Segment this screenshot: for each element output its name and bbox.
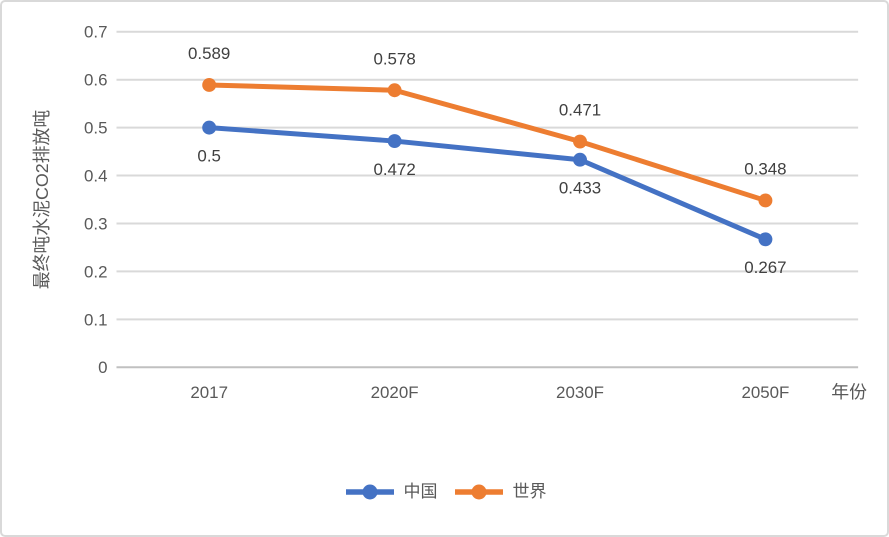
x-tick-label: 2050F bbox=[741, 383, 789, 402]
x-tick-label: 2020F bbox=[371, 383, 419, 402]
data-label: 0.267 bbox=[744, 258, 786, 277]
y-tick-label: 0.3 bbox=[84, 214, 108, 233]
legend-line-marker-icon bbox=[345, 484, 394, 500]
y-tick-label: 0.4 bbox=[84, 167, 108, 186]
legend-item: 世界 bbox=[452, 480, 547, 504]
x-tick-label: 2017 bbox=[190, 383, 228, 402]
data-point-marker bbox=[387, 134, 402, 148]
data-label: 0.472 bbox=[373, 160, 415, 179]
data-point-marker bbox=[573, 134, 587, 149]
data-point-marker bbox=[202, 78, 217, 92]
y-tick-label: 0.1 bbox=[84, 310, 108, 329]
data-point-marker bbox=[758, 193, 773, 208]
y-tick-label: 0.5 bbox=[84, 119, 108, 138]
data-label: 0.5 bbox=[197, 146, 221, 165]
legend-label: 中国 bbox=[403, 482, 438, 501]
series-line bbox=[206, 125, 768, 242]
data-label: 0.589 bbox=[188, 44, 230, 63]
x-axis-title: 年份 bbox=[831, 382, 867, 402]
data-label: 0.578 bbox=[373, 49, 415, 68]
data-label: 0.471 bbox=[559, 101, 601, 120]
y-tick-label: 0.2 bbox=[84, 262, 108, 281]
data-label: 0.348 bbox=[744, 160, 786, 179]
series-line bbox=[206, 82, 768, 203]
y-tick-label: 0.6 bbox=[84, 71, 108, 90]
legend-line-marker-icon bbox=[454, 484, 503, 500]
data-point-marker bbox=[387, 83, 402, 98]
y-axis-title: 最终吨水泥CO2排放吨 bbox=[32, 110, 52, 290]
legend-item: 中国 bbox=[343, 480, 438, 504]
data-point-marker bbox=[758, 232, 773, 247]
data-label: 0.433 bbox=[559, 179, 601, 198]
legend: 中国 世界 bbox=[2, 480, 887, 504]
legend-label: 世界 bbox=[512, 482, 547, 501]
data-point-marker bbox=[573, 152, 587, 167]
y-tick-label: 0.7 bbox=[84, 23, 108, 42]
x-tick-label: 2030F bbox=[556, 383, 604, 402]
y-tick-label: 0 bbox=[98, 358, 107, 377]
data-point-marker bbox=[202, 120, 217, 135]
